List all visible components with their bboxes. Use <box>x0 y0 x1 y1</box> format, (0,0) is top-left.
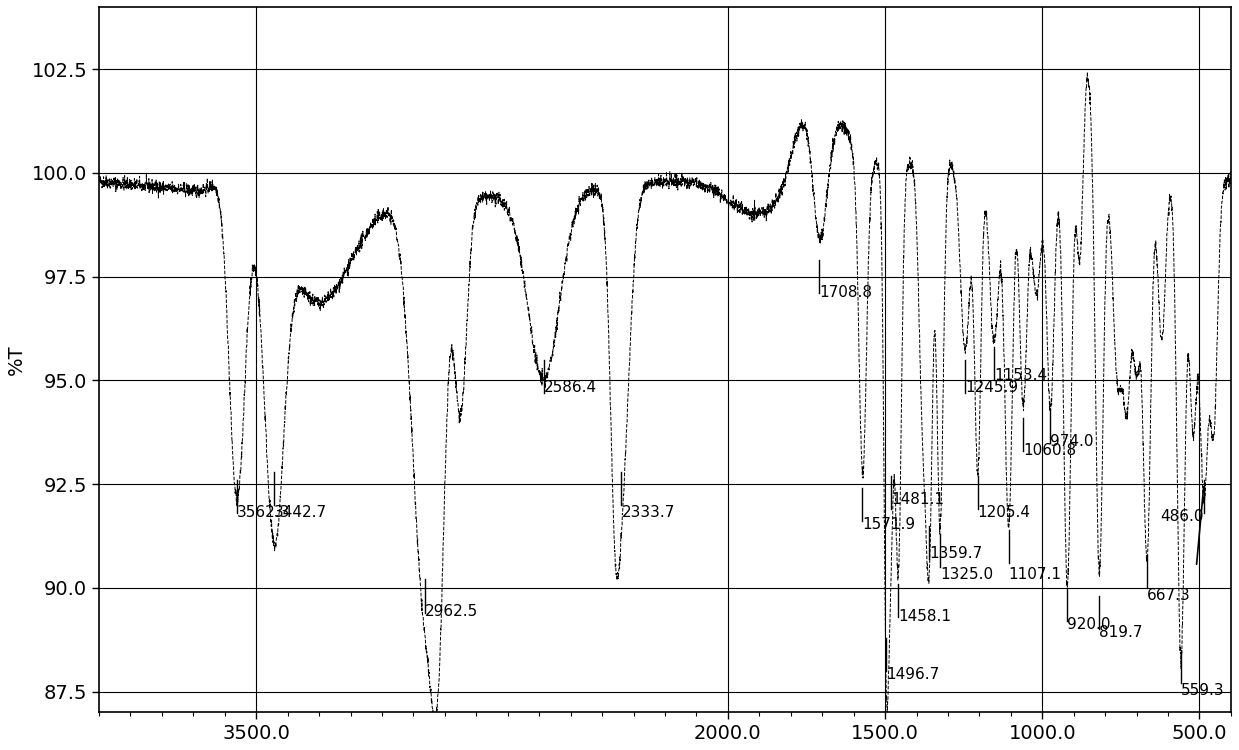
Text: 2962.5: 2962.5 <box>425 604 478 619</box>
Text: 1571.9: 1571.9 <box>862 518 916 532</box>
Text: 667.3: 667.3 <box>1147 588 1191 603</box>
Text: 1458.1: 1458.1 <box>898 608 952 623</box>
Text: 1153.4: 1153.4 <box>994 368 1047 383</box>
Text: 1060.8: 1060.8 <box>1023 442 1077 458</box>
Text: 2586.4: 2586.4 <box>544 380 597 395</box>
Text: 1205.4: 1205.4 <box>978 505 1031 520</box>
Text: 3442.7: 3442.7 <box>274 505 327 520</box>
Text: 920.0: 920.0 <box>1068 616 1111 632</box>
Text: 819.7: 819.7 <box>1099 625 1142 640</box>
Y-axis label: %T: %T <box>7 344 26 375</box>
Text: 974.0: 974.0 <box>1051 434 1094 449</box>
Text: 1245.9: 1245.9 <box>965 380 1018 395</box>
Text: 3562.3: 3562.3 <box>237 505 290 520</box>
Text: 1325.0: 1325.0 <box>940 567 994 582</box>
Text: 1359.7: 1359.7 <box>929 546 983 561</box>
Text: 1481.1: 1481.1 <box>891 492 944 507</box>
Text: 1107.1: 1107.1 <box>1009 567 1062 582</box>
Text: 486.0: 486.0 <box>1161 509 1204 524</box>
Text: 2333.7: 2333.7 <box>622 505 675 520</box>
Text: 559.3: 559.3 <box>1181 683 1224 698</box>
Text: 1496.7: 1496.7 <box>886 667 939 682</box>
Text: 1708.8: 1708.8 <box>819 285 872 300</box>
